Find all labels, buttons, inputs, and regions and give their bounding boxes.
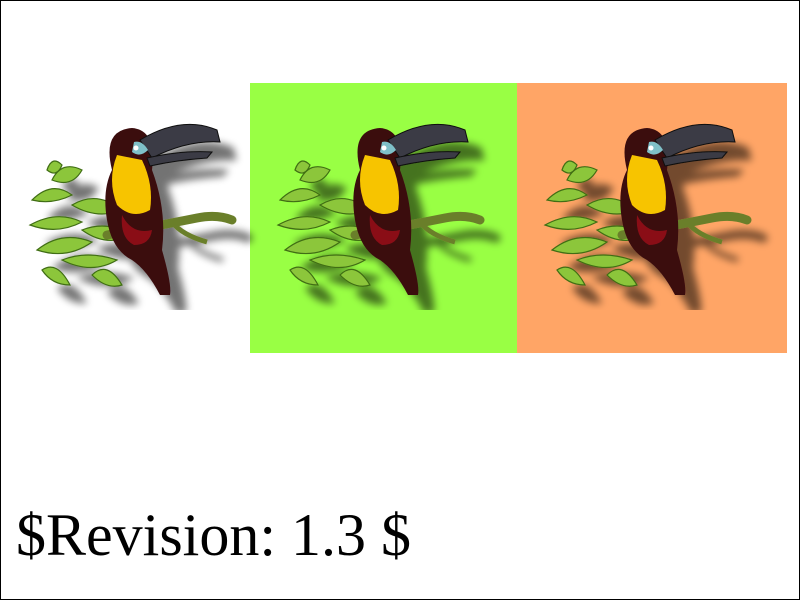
toucan-orange-image	[537, 110, 777, 310]
toucan-green-image	[270, 110, 510, 310]
revision-label: $Revision: 1.3 $	[16, 502, 412, 568]
toucan-plain-image	[22, 110, 262, 310]
